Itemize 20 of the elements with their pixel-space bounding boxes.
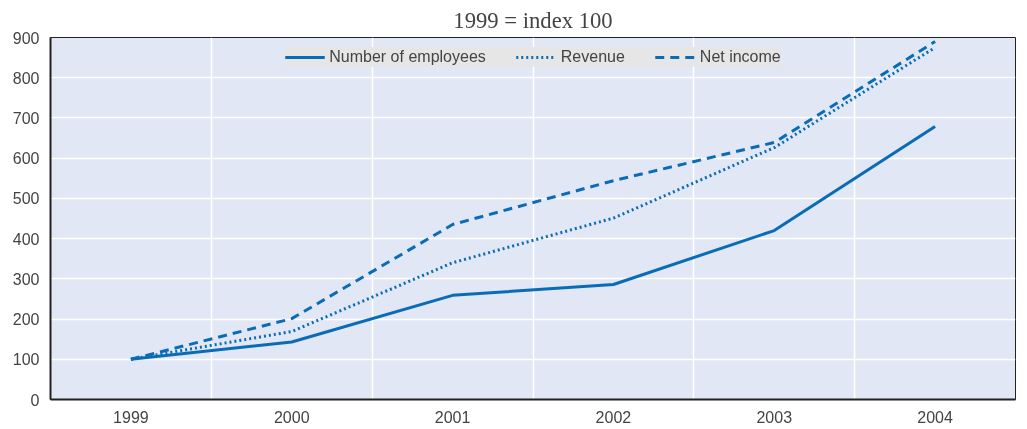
y-tick-label: 300 [12,270,40,288]
x-tick-label: 2000 [273,408,310,426]
x-tick-label: 2001 [434,408,471,426]
y-tick-label: 800 [12,69,40,87]
x-tick-label: 2003 [756,408,793,426]
chart-title: 1999 = index 100 [453,7,613,33]
x-tick-label: 2002 [595,408,632,426]
y-tick-label: 500 [12,190,40,208]
y-tick-label: 200 [12,311,40,329]
x-tick-label: 1999 [113,408,149,426]
legend-label: Net income [699,48,781,66]
y-tick-label: 600 [12,150,40,168]
x-tick-label: 2004 [917,408,953,426]
y-tick-label: 0 [30,391,40,409]
legend-label: Number of employees [329,48,486,66]
y-tick-label: 100 [12,351,40,369]
legend-label: Revenue [560,48,625,66]
y-tick-label: 700 [12,109,40,127]
y-tick-label: 400 [12,230,40,248]
y-tick-label: 900 [12,29,40,47]
